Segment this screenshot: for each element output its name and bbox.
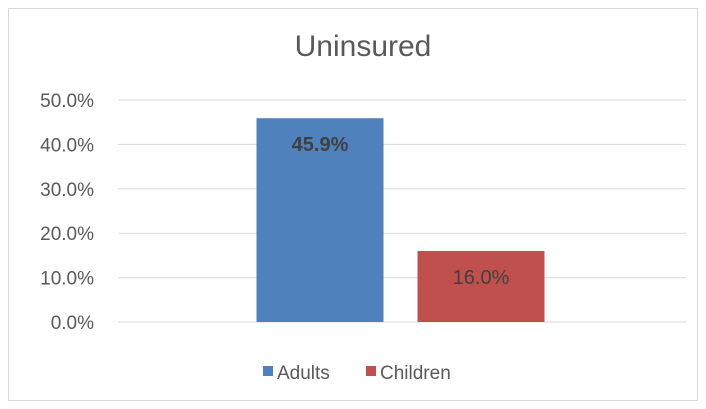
bar-adults	[256, 118, 384, 322]
y-tick-label: 50.0%	[40, 91, 94, 112]
y-tick-label: 30.0%	[40, 180, 94, 201]
legend-label-children: Children	[380, 363, 451, 384]
chart-title: Uninsured	[295, 30, 432, 63]
y-tick-label: 0.0%	[51, 313, 94, 334]
y-tick-label: 10.0%	[40, 269, 94, 290]
y-tick-label: 20.0%	[40, 224, 94, 245]
bars	[256, 118, 545, 322]
legend-swatch-adults	[263, 366, 273, 376]
legend-swatch-children	[366, 366, 376, 376]
gridlines	[118, 99, 686, 323]
legend: Adults Children	[263, 363, 451, 384]
data-label-adults: 45.9%	[292, 134, 349, 156]
data-label-children: 16.0%	[453, 267, 510, 289]
data-labels: 45.9% 16.0%	[292, 134, 510, 289]
y-axis-tick-labels: 0.0% 10.0% 20.0% 30.0% 40.0% 50.0%	[40, 91, 94, 334]
bar-children	[417, 250, 545, 322]
legend-label-adults: Adults	[277, 363, 330, 384]
y-tick-label: 40.0%	[40, 135, 94, 156]
